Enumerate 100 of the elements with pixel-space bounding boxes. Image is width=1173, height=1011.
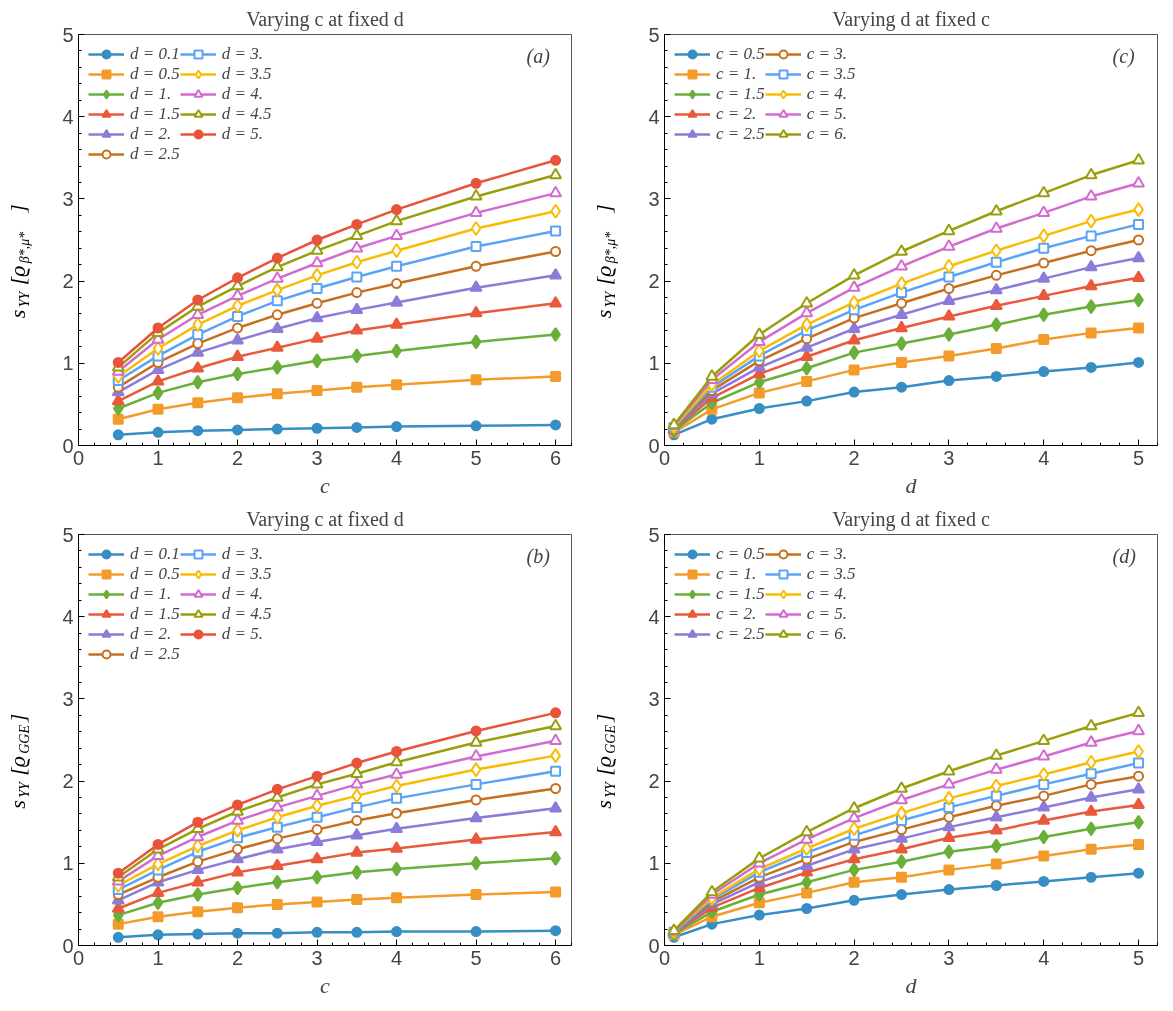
legend-label: d = 2.5: [130, 144, 180, 164]
y-tick-label: 3: [62, 187, 74, 210]
legend-label: c = 3.: [806, 544, 848, 564]
chart-title: Varying d at fixed c: [832, 507, 990, 531]
legend-label: d = 5.: [221, 124, 263, 144]
legend-label: c = 2.: [716, 604, 757, 624]
legend-label: d = 0.1: [130, 44, 180, 64]
x-tick-label: 4: [391, 446, 403, 469]
y-tick-label: 3: [62, 687, 74, 710]
legend-label: d = 3.5: [221, 64, 272, 84]
legend-label: d = 3.5: [221, 564, 272, 584]
legend-label: c = 2.: [716, 104, 757, 124]
annotation: (a): [526, 44, 551, 68]
legend-label: c = 3.: [806, 44, 848, 64]
x-tick-label: 6: [550, 946, 562, 969]
legend-label: d = 3.: [221, 544, 263, 564]
x-tick-label: 3: [311, 446, 323, 469]
legend-label: c = 0.5: [716, 544, 765, 564]
legend-label: d = 1.: [130, 84, 172, 104]
legend-label: d = 4.: [221, 84, 263, 104]
legend-label: d = 2.5: [130, 644, 180, 664]
x-axis-title: d: [905, 472, 918, 498]
legend-label: d = 4.5: [221, 604, 272, 624]
y-tick-label: 4: [62, 605, 74, 628]
annotation: (d): [1112, 544, 1137, 568]
y-tick-label: 1: [62, 352, 74, 375]
legend-label: d = 2.: [130, 624, 172, 644]
legend-label: c = 6.: [806, 624, 848, 644]
y-tick-label: 3: [648, 187, 660, 210]
y-tick-label: 5: [648, 523, 660, 546]
x-tick-label: 2: [231, 446, 244, 469]
y-tick-label: 2: [648, 270, 660, 293]
y-tick-label: 4: [62, 105, 74, 128]
x-tick-label: 5: [1132, 946, 1145, 969]
x-tick-label: 2: [848, 446, 860, 469]
y-tick-label: 2: [62, 270, 74, 293]
x-axis-title: d: [905, 972, 918, 998]
legend-label: c = 5.: [806, 104, 848, 124]
legend-label: d = 2.: [130, 124, 172, 144]
legend-label: d = 1.5: [130, 104, 180, 124]
x-tick-label: 6: [550, 446, 562, 469]
x-tick-label: 1: [152, 946, 164, 969]
legend-label: c = 1.: [716, 64, 757, 84]
x-tick-label: 2: [848, 946, 860, 969]
legend-label: c = 1.5: [716, 584, 765, 604]
x-tick-label: 1: [753, 446, 765, 469]
y-tick-label: 1: [648, 852, 660, 875]
text: sYY[ϱβ*,μ*]: [591, 204, 619, 319]
y-tick-label: 1: [62, 852, 74, 875]
legend-label: c = 0.5: [716, 44, 765, 64]
x-tick-label: 5: [470, 946, 482, 969]
legend-label: c = 6.: [806, 124, 848, 144]
y-tick-label: 4: [648, 605, 660, 628]
legend-label: d = 4.: [221, 584, 263, 604]
legend-label: c = 3.5: [806, 564, 856, 584]
x-tick-label: 4: [1038, 446, 1050, 469]
y-tick-label: 2: [62, 770, 74, 793]
legend-label: d = 5.: [221, 624, 263, 644]
y-tick-label: 5: [62, 523, 74, 546]
y-tick-label: 5: [62, 23, 74, 46]
x-axis-title: c: [320, 472, 331, 498]
y-axis-title: sYY[ϱGGE]: [5, 713, 33, 809]
annotation: (c): [1112, 44, 1136, 68]
legend-label: d = 4.5: [221, 104, 272, 124]
x-tick-label: 4: [1038, 946, 1050, 969]
legend-label: d = 1.: [130, 584, 172, 604]
legend-label: c = 5.: [806, 604, 848, 624]
chart-title: Varying d at fixed c: [832, 7, 990, 31]
legend-label: c = 4.: [806, 84, 848, 104]
legend-label: d = 0.1: [130, 544, 180, 564]
x-tick-label: 5: [470, 446, 482, 469]
legend-label: c = 1.5: [716, 84, 765, 104]
y-axis-title: sYY[ϱGGE]: [591, 713, 619, 809]
x-axis-title: c: [320, 972, 331, 998]
legend-label: d = 3.: [221, 44, 263, 64]
y-tick-label: 3: [648, 687, 660, 710]
text: sYY[ϱβ*,μ*]: [5, 204, 33, 319]
x-tick-label: 4: [391, 946, 403, 969]
y-tick-label: 1: [648, 352, 660, 375]
legend-label: c = 1.: [716, 564, 757, 584]
x-tick-label: 3: [943, 446, 955, 469]
y-tick-label: 5: [648, 23, 660, 46]
legend-label: c = 3.5: [806, 64, 856, 84]
legend-label: c = 4.: [806, 584, 848, 604]
y-tick-label: 4: [648, 105, 660, 128]
x-tick-label: 1: [152, 446, 164, 469]
legend-label: d = 1.5: [130, 604, 180, 624]
x-tick-label: 3: [311, 946, 323, 969]
legend-label: d = 0.5: [130, 64, 180, 84]
chart-title: Varying c at fixed d: [246, 507, 404, 531]
legend-label: c = 2.5: [716, 624, 765, 644]
x-tick-label: 3: [943, 946, 955, 969]
chart-title: Varying c at fixed d: [246, 7, 404, 31]
legend-label: d = 0.5: [130, 564, 180, 584]
x-tick-label: 5: [1132, 446, 1145, 469]
x-tick-label: 2: [231, 946, 244, 969]
annotation: (b): [526, 544, 551, 568]
y-tick-label: 2: [648, 770, 660, 793]
x-tick-label: 1: [753, 946, 765, 969]
legend-label: c = 2.5: [716, 124, 765, 144]
